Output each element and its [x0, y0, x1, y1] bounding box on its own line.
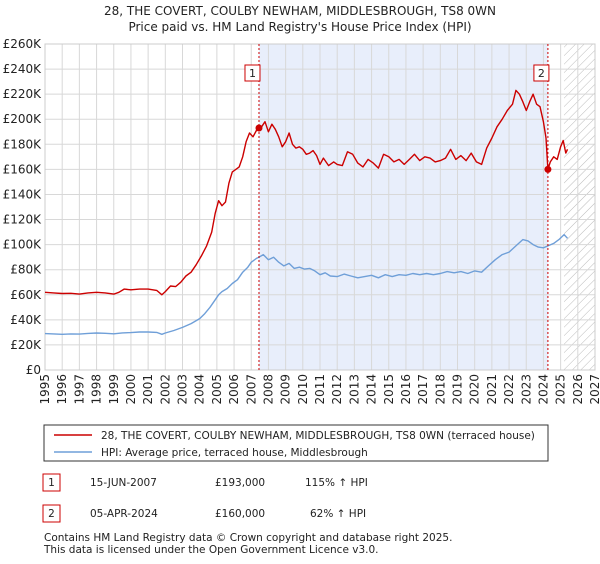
x-tick-label: 2002 [158, 374, 172, 405]
y-tick-label: £100K [3, 238, 43, 252]
transaction-price: £193,000 [215, 477, 265, 489]
x-tick-label: 2006 [227, 374, 241, 405]
x-axis: 1995 1996 1997 1998 1999 2000 2001 2002 2003 2004… [38, 374, 600, 405]
y-tick-label: £240K [3, 62, 43, 76]
transaction-number-box [42, 473, 61, 492]
transaction-row: 1 15-JUN-2007 £193,000 115% ↑ HPI [42, 473, 368, 492]
transaction-hpi: 62% ↑ HPI [310, 508, 366, 520]
x-tick-label: 2020 [468, 374, 482, 405]
forecast-hatch [564, 44, 595, 370]
sale-marker-label: 2 [538, 67, 545, 80]
x-tick-label: 2007 [244, 374, 258, 405]
ownership-period-shade [258, 44, 548, 370]
x-tick-label: 2012 [330, 374, 344, 405]
sale-marker-box [533, 64, 550, 82]
x-tick-label: 2005 [210, 374, 224, 405]
transaction-date: 15-JUN-2007 [90, 477, 157, 489]
x-tick-label: 2016 [399, 374, 413, 405]
legend-frame [43, 424, 549, 462]
sale-point [544, 165, 552, 173]
x-tick-label: 1996 [55, 374, 69, 405]
plot-frame [44, 43, 596, 371]
transaction-row: 2 05-APR-2024 £160,000 62% ↑ HPI [42, 504, 366, 523]
x-tick-label: 2008 [261, 374, 275, 405]
legend-label-hpi: HPI: Average price, terraced house, Midd… [101, 447, 368, 459]
legend: 28, THE COVERT, COULBY NEWHAM, MIDDLESBR… [43, 424, 549, 462]
y-tick-label: £180K [3, 137, 43, 151]
price-paid-line [45, 89, 569, 296]
x-tick-label: 1995 [38, 374, 52, 405]
sale-marker-box [244, 64, 261, 82]
y-tick-label: £120K [3, 213, 43, 227]
y-tick-label: £40K [10, 313, 42, 327]
x-tick-label: 2019 [451, 374, 465, 405]
x-tick-label: 1998 [90, 374, 104, 405]
x-tick-label: 2013 [347, 374, 361, 405]
x-tick-label: 2017 [416, 374, 430, 405]
transaction-number-box [42, 504, 61, 523]
x-tick-label: 2027 [588, 374, 600, 405]
x-tick-label: 2021 [485, 374, 499, 405]
transaction-number: 1 [48, 477, 55, 489]
y-tick-label: £260K [3, 37, 43, 51]
x-tick-label: 2011 [313, 374, 327, 405]
x-tick-label: 2001 [141, 374, 155, 405]
y-tick-label: £60K [10, 288, 42, 302]
y-axis: £0 £20K £40K £60K £80K £100K £120K £140K £160K £1… [3, 37, 43, 377]
y-tick-label: £20K [10, 338, 42, 352]
x-tick-label: 2003 [176, 374, 190, 405]
x-tick-label: 1999 [107, 374, 121, 405]
chart-subtitle: Price paid vs. HM Land Registry's House … [128, 20, 471, 34]
x-tick-label: 2009 [279, 374, 293, 405]
y-tick-label: £140K [3, 187, 43, 201]
y-tick-label: £220K [3, 87, 43, 101]
x-tick-label: 2010 [296, 374, 310, 405]
sale-point [255, 124, 263, 132]
x-tick-label: 2023 [519, 374, 533, 405]
x-tick-label: 2004 [193, 374, 207, 405]
sale-marker-label: 1 [249, 67, 256, 80]
x-tick-label: 2014 [365, 374, 379, 405]
transaction-date: 05-APR-2024 [90, 508, 158, 520]
x-tick-label: 2022 [502, 374, 516, 405]
grid-lines [44, 43, 596, 371]
chart-title: 28, THE COVERT, COULBY NEWHAM, MIDDLESBR… [104, 4, 496, 18]
x-tick-label: 2015 [382, 374, 396, 405]
transaction-price: £160,000 [215, 508, 265, 520]
legend-label-price: 28, THE COVERT, COULBY NEWHAM, MIDDLESBR… [101, 430, 535, 442]
y-tick-label: £80K [10, 263, 42, 277]
x-tick-label: 2000 [124, 374, 138, 405]
transaction-hpi: 115% ↑ HPI [305, 477, 368, 489]
x-tick-label: 2025 [554, 374, 568, 405]
y-tick-label: £160K [3, 162, 43, 176]
series-layer [45, 89, 569, 335]
transaction-number: 2 [48, 508, 55, 520]
x-tick-label: 2024 [536, 374, 550, 405]
x-tick-label: 2018 [433, 374, 447, 405]
hpi-line [45, 233, 569, 335]
footer-licence: This data is licensed under the Open Gov… [43, 544, 379, 556]
footer-copyright: Contains HM Land Registry data © Crown c… [44, 532, 452, 544]
x-tick-label: 2026 [571, 374, 585, 405]
y-tick-label: £0 [26, 363, 41, 377]
x-tick-label: 1997 [72, 374, 86, 405]
y-tick-label: £200K [3, 112, 43, 126]
